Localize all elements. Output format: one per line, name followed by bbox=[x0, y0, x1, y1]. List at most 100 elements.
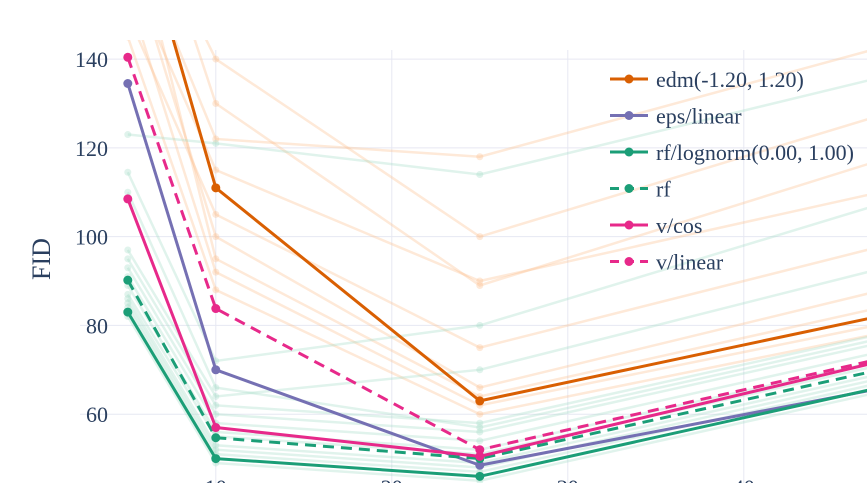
background-run-line bbox=[154, 40, 867, 389]
background-run-line bbox=[141, 40, 867, 407]
background-run-point bbox=[476, 366, 484, 374]
background-run-point bbox=[212, 384, 220, 392]
y-tick-label: 60 bbox=[86, 402, 108, 427]
background-run-point bbox=[124, 246, 132, 254]
background-run-line bbox=[127, 40, 867, 416]
series-line bbox=[126, 311, 867, 478]
background-run-point bbox=[212, 135, 220, 143]
series-point bbox=[123, 79, 133, 89]
background-run-point bbox=[124, 168, 132, 176]
legend-label: v/linear bbox=[656, 250, 724, 275]
x-tick-label: 20 bbox=[381, 475, 403, 483]
background-run-point bbox=[212, 410, 220, 418]
series-point bbox=[211, 183, 221, 193]
y-axis-label: FID bbox=[27, 238, 56, 280]
background-run-point bbox=[476, 153, 484, 161]
series-point bbox=[211, 365, 221, 375]
series-point bbox=[211, 304, 221, 314]
background-run-point bbox=[124, 295, 132, 303]
background-run-point bbox=[124, 131, 132, 139]
background-run-point bbox=[476, 419, 484, 427]
series-line bbox=[126, 198, 867, 458]
background-run-point bbox=[476, 281, 484, 289]
background-run-point bbox=[476, 170, 484, 178]
y-tick-label: 120 bbox=[75, 136, 108, 161]
background-run-point bbox=[476, 321, 484, 329]
legend: edm(-1.20, 1.20) eps/linear rf/lognorm(0.0… bbox=[610, 67, 854, 275]
legend-marker bbox=[624, 147, 634, 157]
series-point bbox=[123, 194, 133, 204]
series-line bbox=[126, 83, 867, 467]
background-run-point bbox=[212, 233, 220, 241]
background-run-point bbox=[212, 286, 220, 294]
background-run-point bbox=[212, 401, 220, 409]
background-run-line bbox=[157, 40, 867, 283]
legend-marker bbox=[624, 111, 634, 120]
legend-label: rf bbox=[656, 177, 671, 202]
legend-label: rf/lognorm(0.00, 1.00) bbox=[656, 140, 854, 165]
background-run-point bbox=[476, 424, 484, 432]
series-point bbox=[211, 423, 221, 433]
background-run-point bbox=[212, 55, 220, 63]
series-line bbox=[171, 40, 867, 403]
background-run-line bbox=[137, 40, 867, 349]
background-run-line bbox=[173, 40, 867, 159]
background-run-point bbox=[476, 428, 484, 436]
background-run-point bbox=[212, 210, 220, 218]
background-run-point bbox=[476, 344, 484, 352]
series-lines bbox=[123, 40, 867, 481]
series-point bbox=[123, 52, 133, 62]
background-run-point bbox=[126, 40, 130, 41]
series-point bbox=[123, 307, 133, 317]
legend-marker bbox=[624, 184, 634, 193]
background-run-line bbox=[126, 171, 867, 363]
background-run-line bbox=[126, 302, 867, 469]
legend-marker bbox=[624, 257, 634, 266]
grid bbox=[80, 50, 867, 483]
y-axis-ticks: 60 80 100 120 140 bbox=[75, 47, 108, 427]
background-run-point bbox=[124, 290, 132, 298]
series-point bbox=[475, 471, 485, 481]
legend-label: v/cos bbox=[656, 213, 702, 238]
background-run-point bbox=[124, 299, 132, 307]
background-run-point bbox=[212, 446, 220, 454]
x-axis-ticks: 10 20 30 40 bbox=[205, 475, 755, 483]
background-run-line bbox=[160, 40, 867, 398]
series-point bbox=[475, 445, 485, 455]
legend-label: edm(-1.20, 1.20) bbox=[656, 67, 804, 92]
series-point bbox=[475, 451, 485, 461]
background-run-line bbox=[127, 79, 867, 176]
background-run-point bbox=[476, 277, 484, 285]
x-tick-label: 30 bbox=[557, 475, 579, 483]
y-tick-label: 100 bbox=[75, 225, 108, 250]
x-tick-label: 40 bbox=[733, 475, 755, 483]
background-run-point bbox=[476, 384, 484, 392]
background-run-line bbox=[204, 40, 867, 239]
background-run-point bbox=[212, 139, 220, 147]
series-point bbox=[123, 275, 133, 285]
series-point bbox=[475, 396, 485, 406]
background-run-point bbox=[212, 166, 220, 174]
background-run-point bbox=[124, 255, 132, 263]
background-run-line bbox=[193, 40, 867, 287]
background-run-point bbox=[476, 233, 484, 241]
background-run-line bbox=[126, 191, 867, 429]
background-run-line bbox=[126, 298, 867, 465]
background-run-line bbox=[126, 249, 867, 398]
legend-marker bbox=[624, 74, 634, 84]
legend-marker bbox=[624, 220, 634, 230]
background-run-line bbox=[126, 275, 867, 443]
legend-label: eps/linear bbox=[656, 104, 742, 129]
background-run-point bbox=[124, 188, 132, 196]
background-run-point bbox=[212, 268, 220, 276]
series-point bbox=[211, 433, 221, 443]
y-tick-label: 140 bbox=[75, 47, 108, 72]
background-run-line bbox=[126, 258, 867, 425]
background-run-point bbox=[124, 264, 132, 272]
background-run-point bbox=[124, 11, 131, 18]
series-line bbox=[126, 56, 867, 452]
background-run-point bbox=[212, 99, 220, 107]
series-point bbox=[475, 460, 485, 470]
background-run-point bbox=[212, 392, 220, 400]
